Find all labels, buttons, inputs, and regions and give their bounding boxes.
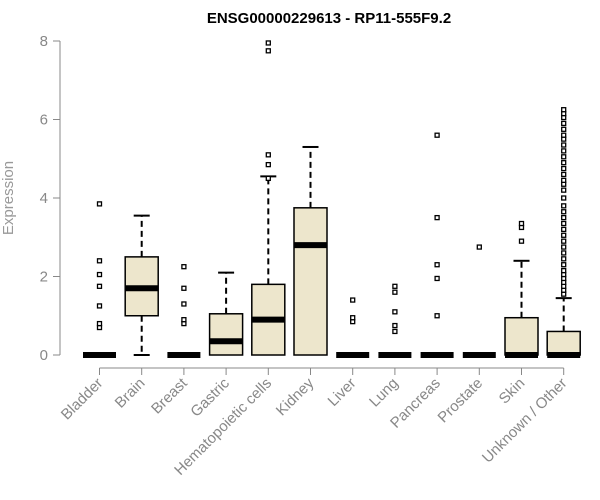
outlier-point — [96, 271, 103, 278]
outlier-point — [561, 203, 567, 209]
y-tick-label: 2 — [40, 269, 48, 286]
outlier-point — [181, 301, 187, 307]
box-rect — [504, 316, 539, 356]
y-tick-label: 6 — [40, 112, 48, 129]
outlier-point — [434, 132, 440, 138]
outlier-point — [181, 285, 187, 291]
outlier-point — [265, 40, 271, 46]
outlier-point — [265, 48, 271, 54]
outlier-point — [181, 317, 187, 323]
x-tick-label: Breast — [148, 374, 191, 417]
outlier-point — [561, 187, 567, 193]
outlier-point — [392, 309, 398, 315]
box-rect — [546, 330, 581, 356]
box-11 — [546, 107, 581, 358]
outlier-point — [561, 142, 567, 148]
outlier-point — [561, 171, 567, 178]
y-tick-label: 8 — [40, 33, 48, 50]
outlier-point — [392, 289, 398, 295]
x-tick-label: Bladder — [58, 375, 107, 424]
outlier-point — [96, 303, 103, 309]
outlier-point — [96, 283, 103, 289]
box-9 — [462, 244, 496, 358]
chart-title: ENSG00000229613 - RP11-555F9.2 — [207, 10, 451, 27]
outlier-point — [265, 175, 271, 182]
outlier-point — [350, 315, 356, 321]
outlier-point — [561, 195, 567, 201]
outlier-point — [434, 214, 440, 221]
outlier-point — [561, 107, 567, 113]
box-0 — [83, 201, 116, 358]
outlier-point — [561, 250, 567, 256]
outlier-point — [265, 152, 271, 158]
outlier-point — [561, 267, 567, 274]
outlier-point — [561, 214, 567, 221]
x-tick-label: Lung — [366, 375, 402, 411]
outlier-point — [392, 322, 398, 329]
outlier-point — [181, 264, 187, 270]
outlier-point — [561, 256, 567, 262]
outlier-point — [561, 126, 567, 132]
outlier-point — [518, 238, 525, 244]
y-axis-label: Expression — [0, 161, 17, 235]
box-8 — [420, 132, 454, 358]
box-10 — [504, 220, 539, 358]
outlier-point — [265, 161, 271, 168]
outlier-point — [561, 120, 567, 127]
y-tick-label: 0 — [40, 347, 48, 364]
y-tick-label: 4 — [40, 190, 48, 207]
x-tick-label: Kidney — [273, 374, 318, 419]
outlier-point — [476, 244, 482, 250]
outlier-point — [96, 258, 103, 264]
outlier-point — [434, 262, 440, 268]
outlier-point — [434, 313, 440, 319]
outlier-point — [434, 275, 440, 282]
box-3 — [208, 271, 244, 356]
box-4 — [251, 40, 286, 356]
outlier-point — [561, 209, 567, 215]
y-axis: 0 2 4 6 8 — [40, 33, 61, 364]
x-tick-label: Liver — [325, 375, 360, 410]
outlier-point — [96, 201, 103, 207]
x-tick-label: Brain — [112, 375, 149, 412]
outlier-point — [561, 154, 567, 160]
outlier-point — [350, 297, 356, 303]
outlier-point — [561, 220, 567, 227]
box-5 — [293, 145, 328, 356]
box-2 — [167, 264, 201, 358]
outlier-point — [561, 262, 567, 268]
outlier-point — [518, 220, 525, 227]
outlier-point — [561, 238, 567, 244]
box-rect — [293, 207, 328, 356]
outlier-point — [561, 244, 567, 250]
x-tick-label: Prostate — [435, 375, 487, 427]
x-tick-label: Skin — [496, 375, 529, 408]
boxes-group — [83, 40, 581, 358]
outlier-point — [561, 165, 567, 172]
box-rect — [208, 313, 244, 356]
outlier-point — [561, 160, 567, 166]
outlier-point — [96, 320, 103, 327]
outlier-point — [561, 132, 567, 138]
box-6 — [336, 297, 370, 358]
outlier-point — [561, 148, 567, 154]
outlier-point — [561, 232, 567, 238]
outlier-point — [561, 177, 567, 183]
outlier-point — [561, 226, 567, 233]
box-1 — [124, 214, 159, 356]
outlier-point — [392, 328, 398, 335]
box-7 — [378, 283, 412, 358]
outlier-point — [392, 283, 398, 289]
